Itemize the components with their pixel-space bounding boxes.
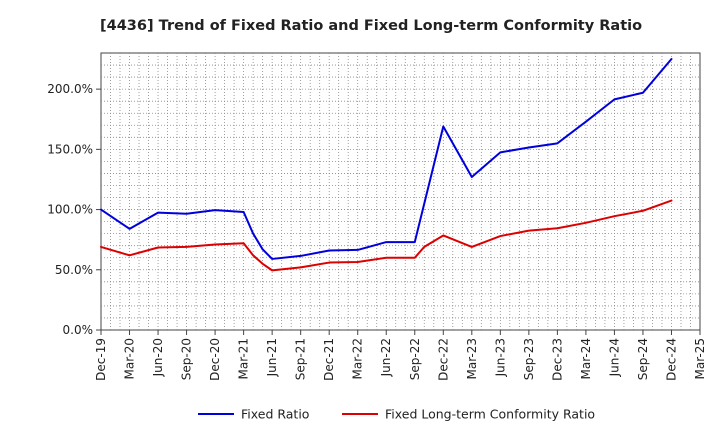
x-tick-label: Jun-23 [493,338,507,377]
x-tick-label: Sep-24 [636,338,650,380]
plot-area [100,52,701,331]
x-tick-label: Jun-22 [379,338,393,377]
x-tick-label: Mar-21 [237,338,251,379]
x-tick-label: Dec-22 [436,338,450,381]
x-tick-label: Sep-22 [408,338,422,380]
legend: Fixed Ratio Fixed Long-term Conformity Ra… [198,407,595,422]
axes: 0.0% 50.0% 100.0% 150.0% 200.0% Dec-19 Mar-20 J… [47,82,707,381]
y-tick-label: 200.0% [47,82,93,96]
chart-title: [4436] Trend of Fixed Ratio and Fixed Lo… [100,18,642,34]
x-tick-label: Jun-20 [151,338,165,377]
legend-label-fixed-ratio: Fixed Ratio [241,407,309,422]
x-tick-label: Mar-20 [123,338,137,379]
x-tick-label: Dec-24 [664,338,678,381]
y-tick-label: 150.0% [47,142,93,156]
series-line-fixed-ratio [100,58,673,260]
y-tick-label: 0.0% [63,323,94,337]
x-tick-label: Sep-20 [180,338,194,380]
x-tick-label: Dec-23 [550,338,564,381]
x-tick-label: Dec-20 [208,338,222,381]
y-tick-label: 50.0% [55,263,93,277]
series-line-fixed-long-term-conformity-ratio [100,199,673,272]
x-tick-label: Mar-24 [579,338,593,379]
x-tick-label: Jun-24 [607,338,621,377]
legend-label-fixed-long-term-conformity-ratio: Fixed Long-term Conformity Ratio [385,407,595,422]
x-tick-label: Dec-19 [94,338,108,381]
y-tick-label: 100.0% [47,203,93,217]
x-tick-label: Mar-22 [351,338,365,379]
x-tick-label: Jun-21 [265,338,279,377]
x-tick-label: Mar-25 [693,338,707,379]
x-tick-label: Dec-21 [322,338,336,381]
x-tick-label: Sep-23 [522,338,536,380]
series-lines [100,58,673,272]
x-tick-label: Mar-23 [465,338,479,379]
x-tick-label: Sep-21 [294,338,308,380]
